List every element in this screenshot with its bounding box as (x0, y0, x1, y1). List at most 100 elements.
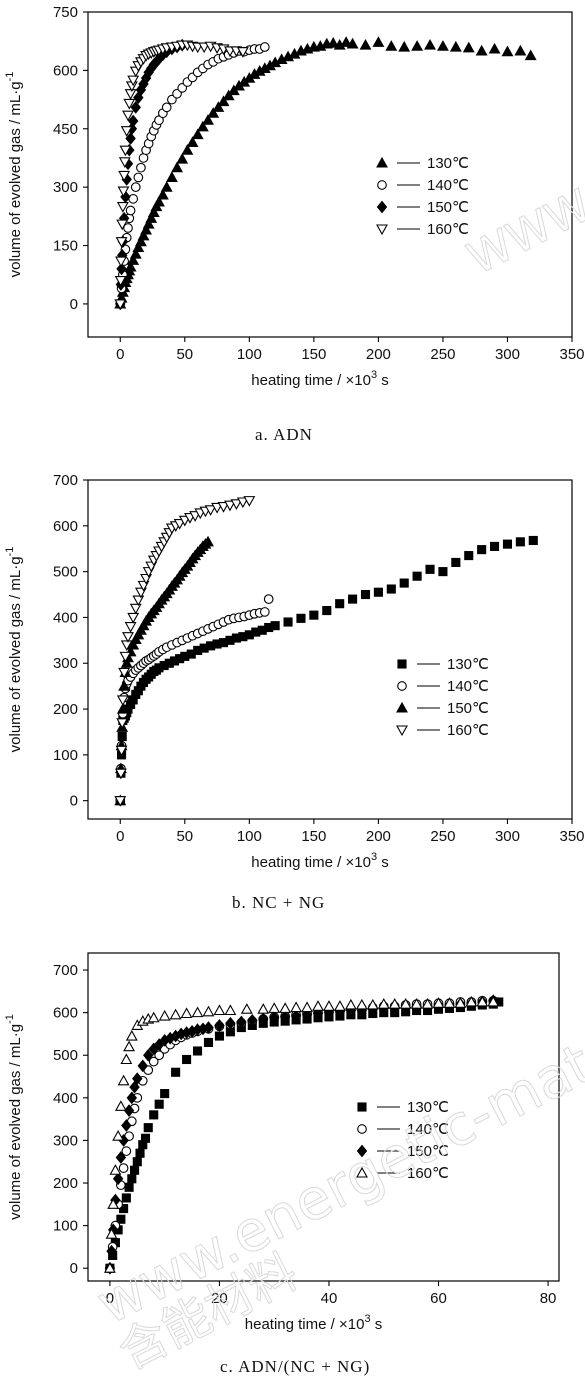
y-tick-label: 750 (53, 4, 78, 21)
data-point (130, 182, 141, 192)
data-point (268, 1002, 281, 1013)
data-point (236, 47, 249, 58)
x-tick-label: 0 (116, 828, 124, 845)
y-tick-label: 150 (53, 238, 78, 255)
plot-frame (87, 11, 573, 338)
data-point (116, 202, 129, 213)
y-tick-label: 700 (53, 962, 78, 979)
data-point (121, 1146, 132, 1156)
data-point (425, 564, 435, 574)
data-point (487, 995, 500, 1007)
data-point (165, 171, 178, 182)
data-point (176, 152, 189, 164)
data-point (222, 89, 235, 101)
data-point (340, 36, 353, 47)
data-point (160, 1089, 170, 1099)
data-point (133, 172, 144, 183)
data-point (124, 622, 137, 633)
data-point (130, 100, 141, 114)
data-point (279, 1010, 291, 1024)
data-point (140, 223, 153, 235)
series-3 (103, 995, 500, 1273)
data-point (143, 1048, 154, 1062)
data-point (432, 997, 445, 1008)
y-axis-label: volume of evolved gas / mL·g-1 (4, 72, 24, 278)
x-tick-label: 40 (321, 1290, 338, 1307)
x-tick-label: 350 (559, 828, 584, 845)
data-point (335, 599, 345, 609)
data-point (268, 1011, 280, 1025)
data-point (346, 37, 359, 49)
x-tick-label: 50 (176, 828, 193, 845)
data-point (515, 537, 525, 547)
data-point (121, 1119, 132, 1132)
data-point (202, 114, 214, 125)
data-point (158, 1009, 171, 1021)
data-point (191, 1006, 204, 1018)
data-point (125, 132, 136, 145)
data-point (449, 40, 462, 52)
data-point (360, 589, 371, 600)
data-point (126, 1091, 138, 1105)
data-point (114, 768, 127, 780)
data-point (196, 120, 209, 132)
data-point (502, 539, 513, 549)
data-point (169, 1008, 182, 1020)
data-point (124, 260, 137, 272)
legend-label: 130℃ (447, 656, 489, 673)
data-point (180, 1007, 193, 1019)
data-point (203, 1021, 214, 1034)
y-tick-label: 500 (53, 564, 78, 581)
data-point (301, 1001, 314, 1013)
data-point (514, 44, 527, 56)
data-point (114, 1100, 127, 1111)
data-point (160, 181, 173, 192)
data-point (240, 1003, 253, 1014)
legend-marker (396, 725, 408, 737)
data-point (136, 162, 146, 173)
data-point (279, 1002, 292, 1013)
data-point (490, 541, 500, 551)
legend-marker (377, 180, 387, 190)
x-tick-label: 20 (211, 1290, 228, 1307)
y-tick-label: 400 (53, 1090, 78, 1107)
data-point (438, 567, 448, 577)
watermark-fragment: WWW (460, 180, 585, 285)
data-point (247, 1013, 258, 1027)
data-point (122, 110, 134, 122)
data-point (132, 241, 145, 253)
data-point (132, 1157, 142, 1167)
data-point (114, 299, 127, 311)
data-point (476, 995, 489, 1007)
legend-label: 150℃ (447, 700, 489, 717)
y-tick-label: 450 (53, 121, 78, 138)
x-tick-label: 0 (116, 346, 124, 363)
data-point (143, 1123, 153, 1133)
data-point (127, 75, 140, 87)
data-point (115, 237, 128, 248)
data-point (236, 497, 249, 509)
data-point (132, 1072, 143, 1086)
series-1 (115, 594, 274, 806)
data-point (154, 1099, 164, 1109)
data-point (130, 1165, 140, 1175)
data-point (372, 36, 385, 47)
data-point (207, 107, 220, 118)
data-point (344, 998, 357, 1010)
data-point (114, 796, 127, 807)
legend-marker (376, 200, 388, 214)
data-point (198, 42, 211, 54)
data-point (127, 638, 140, 650)
data-point (462, 41, 475, 53)
x-axis-label: heating time / ×103 s (251, 851, 388, 871)
data-point (148, 1056, 159, 1067)
x-tick-label: 250 (430, 346, 455, 363)
data-point (123, 1040, 136, 1052)
y-axis-label: volume of evolved gas / mL·g-1 (4, 1014, 24, 1220)
data-point (116, 695, 129, 707)
x-tick-label: 150 (301, 828, 326, 845)
data-point (322, 606, 332, 616)
data-point (323, 1000, 335, 1011)
data-point (443, 997, 456, 1008)
legend-marker (376, 156, 388, 168)
